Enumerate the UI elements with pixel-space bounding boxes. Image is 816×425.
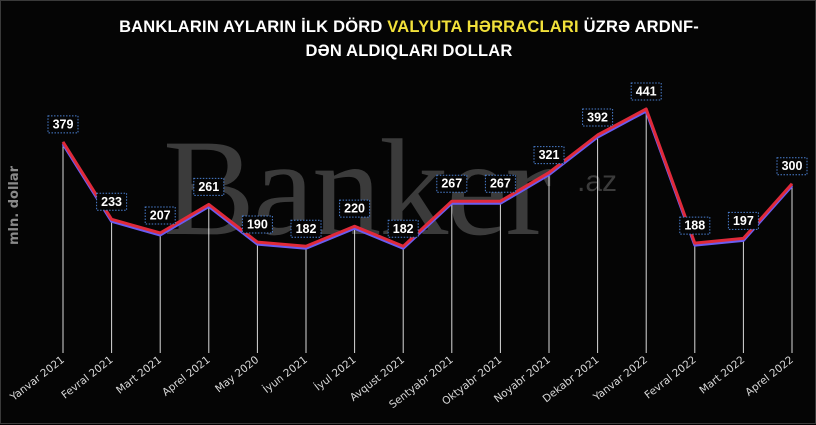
data-label-box [241, 215, 273, 234]
chart-title-highlight: VALYUTA HƏRRACLARI [387, 18, 579, 36]
data-label: 379 [53, 117, 74, 131]
x-tick-label: İyun 2021 [260, 353, 310, 396]
x-tick-label: Fevral 2022 [643, 354, 699, 402]
data-label-box [630, 82, 662, 101]
data-label: 182 [393, 222, 414, 236]
data-label: 261 [198, 180, 219, 194]
data-label-box [679, 216, 711, 235]
x-tick-label: Aprel 2021 [160, 354, 213, 399]
x-tick-label: Mart 2022 [697, 354, 747, 397]
data-label-box [290, 219, 322, 238]
data-label: 300 [782, 159, 803, 173]
data-label: 267 [490, 177, 511, 191]
series-line [61, 107, 794, 248]
data-label: 392 [587, 110, 608, 124]
data-label-box [776, 157, 808, 176]
x-tick-label: Yanvar 2021 [7, 354, 66, 404]
data-label: 190 [247, 218, 268, 232]
data-label: 182 [296, 222, 317, 236]
data-label: 207 [150, 209, 171, 223]
data-label-box [193, 177, 225, 196]
data-label-box [96, 192, 128, 211]
data-label-box [533, 146, 565, 165]
data-label: 220 [344, 202, 365, 216]
data-label: 321 [539, 148, 560, 162]
data-label: 267 [441, 177, 462, 191]
data-label-box [144, 206, 176, 225]
x-tick-label: Aprel 2022 [743, 354, 796, 399]
watermark-logo-suffix: .az [577, 165, 618, 198]
data-label-box [582, 108, 614, 127]
data-label: 233 [101, 195, 122, 209]
x-tick-label: Fevral 2021 [59, 354, 115, 402]
data-label-box [387, 219, 419, 238]
data-label: 197 [733, 214, 754, 228]
x-tick-label: Mart 2021 [114, 354, 164, 397]
chart-title-line-2: DƏN ALDIQLARI DOLLAR [305, 42, 513, 60]
data-label: 441 [636, 84, 657, 98]
data-label-box [47, 115, 79, 134]
chart-title-line-1: BANKLARIN AYLARIN İLK DÖRD VALYUTA HƏRRA… [119, 18, 699, 36]
x-tick-label: May 2020 [213, 354, 261, 395]
data-label-box [484, 174, 516, 193]
data-label-box [339, 199, 371, 218]
x-tick-label: İyul 2021 [312, 353, 359, 393]
data-label-box [727, 211, 759, 230]
data-label: 188 [684, 219, 705, 233]
data-label-box [436, 174, 468, 193]
